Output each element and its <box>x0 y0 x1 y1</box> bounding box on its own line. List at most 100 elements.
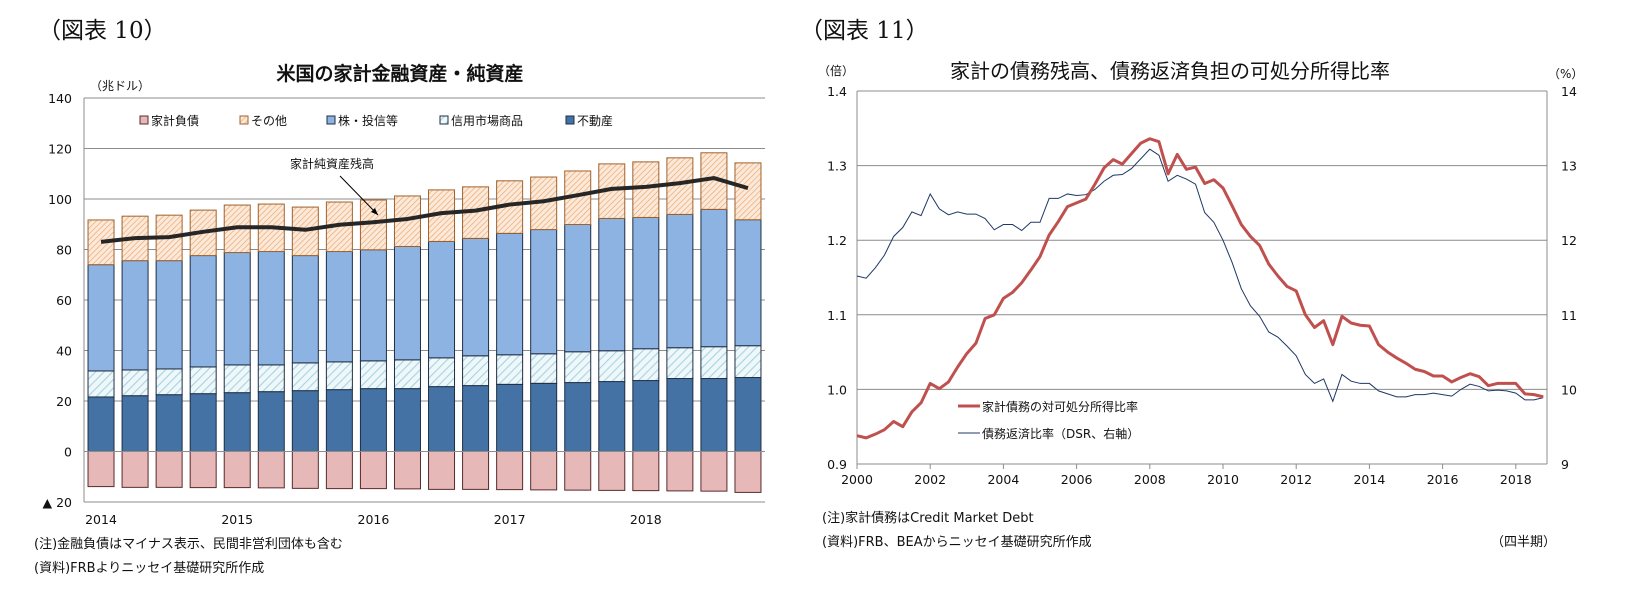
bar-segment-2017Q2 <box>530 353 558 384</box>
bar-segment-2017Q4 <box>598 381 626 452</box>
bar-segment-2016Q2 <box>393 388 421 453</box>
legend-label: その他 <box>251 114 287 128</box>
x-tick-label: 2017 <box>494 512 526 527</box>
x-tick-label: 2015 <box>221 512 253 527</box>
bar-segment-2018Q4 <box>734 162 762 221</box>
bar-segment-2015Q3 <box>291 255 319 364</box>
x-tick-label: 2016 <box>358 512 390 527</box>
right-note: (注)家計債務はCredit Market Debt <box>822 510 1034 526</box>
left-source: (資料)FRBよりニッセイ基礎研究所作成 <box>34 561 264 576</box>
y-tick-label: 100 <box>48 192 72 207</box>
x-tick-label: 2014 <box>85 512 117 527</box>
left-y-unit: （兆ドル） <box>90 79 150 93</box>
x-tick-label: 2008 <box>1134 472 1166 487</box>
bar-segment-2018Q4 <box>734 451 762 493</box>
bar-segment-2014Q1 <box>87 396 115 452</box>
x-tick-label: 2018 <box>630 512 662 527</box>
bar-segment-2016Q4 <box>462 451 490 490</box>
period-label: （四半期） <box>1491 535 1556 550</box>
right-y-unit-left: （倍） <box>818 63 854 78</box>
y-tick-label: 140 <box>48 91 72 106</box>
legend-swatch <box>565 115 575 125</box>
right-y-tick-label: 10 <box>1561 382 1577 397</box>
bar-segment-2014Q4 <box>189 255 217 368</box>
bar-segment-2017Q1 <box>496 451 524 491</box>
right-y-tick-label: 9 <box>1561 457 1569 472</box>
bar-segment-2016Q4 <box>462 385 490 452</box>
bar-segment-2016Q3 <box>428 386 456 453</box>
legend-swatch <box>239 115 249 125</box>
y-tick-label: ▲ 20 <box>43 495 73 510</box>
bar-segment-2016Q3 <box>428 451 456 490</box>
right-y-unit-right: （%） <box>1548 67 1583 81</box>
bar-segment-2017Q2 <box>530 382 558 453</box>
x-tick-label: 2014 <box>1353 472 1385 487</box>
figure-label-10: （図表 10） <box>38 18 167 44</box>
dsr-line <box>856 148 1544 403</box>
legend-label: 家計負債 <box>151 113 199 128</box>
bar-segment-2014Q4 <box>189 393 217 452</box>
bar-segment-2014Q4 <box>189 366 217 395</box>
x-tick-label: 2006 <box>1061 472 1093 487</box>
x-tick-label: 2002 <box>914 472 946 487</box>
bar-segment-2017Q1 <box>496 232 524 356</box>
bar-segment-2016Q1 <box>359 388 387 453</box>
bar-segment-2018Q3 <box>700 346 728 380</box>
legend-label: 不動産 <box>577 113 613 128</box>
bar-segment-2015Q3 <box>291 362 319 392</box>
annotation-arrow <box>339 175 379 216</box>
bar-segment-2018Q2 <box>666 347 694 380</box>
legend-swatch <box>139 115 149 125</box>
bar-segment-2016Q1 <box>359 360 387 390</box>
bar-segment-2015Q4 <box>325 361 353 391</box>
bar-segment-2018Q3 <box>700 451 728 492</box>
right-y-tick-label: 13 <box>1561 159 1577 174</box>
bar-segment-2017Q4 <box>598 217 626 352</box>
bar-segment-2014Q3 <box>155 451 183 488</box>
bar-segment-2017Q2 <box>530 451 558 491</box>
bar-segment-2016Q2 <box>393 451 421 490</box>
bar-segment-2017Q3 <box>564 351 592 384</box>
right-source: (資料)FRB、BEAからニッセイ基礎研究所作成 <box>822 535 1092 550</box>
bar-segment-2016Q2 <box>393 245 421 361</box>
bar-segment-2014Q1 <box>87 264 115 372</box>
annotation-arrowhead <box>371 208 378 215</box>
x-tick-label: 2004 <box>987 472 1019 487</box>
bar-segment-2018Q1 <box>632 348 660 382</box>
bar-segment-2015Q3 <box>291 451 319 489</box>
bar-segment-2017Q4 <box>598 350 626 383</box>
bar-segment-2015Q3 <box>291 390 319 452</box>
left-y-tick-label: 1.1 <box>827 308 847 323</box>
bar-segment-2017Q4 <box>598 451 626 491</box>
y-tick-label: 60 <box>56 293 72 308</box>
bar-segment-2015Q2 <box>257 251 285 366</box>
bar-segment-2016Q3 <box>428 357 456 388</box>
bar-segment-2018Q2 <box>666 451 694 492</box>
bar-segment-2015Q4 <box>325 251 353 363</box>
net-worth-line <box>100 176 749 244</box>
debt-ratio-line <box>856 137 1544 440</box>
right-y-tick-label: 12 <box>1561 233 1577 248</box>
legend-label: 信用市場商品 <box>451 113 523 128</box>
bar-segment-2018Q3 <box>700 378 728 452</box>
bar-segment-2018Q1 <box>632 451 660 492</box>
x-tick-label: 2018 <box>1500 472 1532 487</box>
y-tick-label: 80 <box>56 243 72 258</box>
bar-segment-2015Q4 <box>325 451 353 490</box>
bar-segment-2018Q1 <box>632 380 660 452</box>
bar-segment-2016Q4 <box>462 355 490 387</box>
bar-segment-2018Q4 <box>734 345 762 379</box>
legend-label-debt-ratio: 家計債務の対可処分所得比率 <box>982 399 1138 414</box>
x-tick-label: 2016 <box>1427 472 1459 487</box>
y-tick-label: 120 <box>48 142 72 157</box>
bar-segment-2017Q1 <box>496 383 524 452</box>
left-chart: 140 120 100 80 60 40 20 0 ▲ 20 2014 2015 2016 2017 20… <box>43 91 765 527</box>
bar-segment-2018Q3 <box>700 208 728 348</box>
bar-segment-2014Q1 <box>87 451 115 488</box>
bar-segment-2017Q2 <box>530 229 558 355</box>
right-chart-title: 家計の債務残高、債務返済負担の可処分所得比率 <box>950 59 1390 83</box>
left-y-tick-label: 1.0 <box>827 382 847 397</box>
bar-segment-2018Q2 <box>666 157 694 215</box>
legend-swatch <box>326 115 336 125</box>
